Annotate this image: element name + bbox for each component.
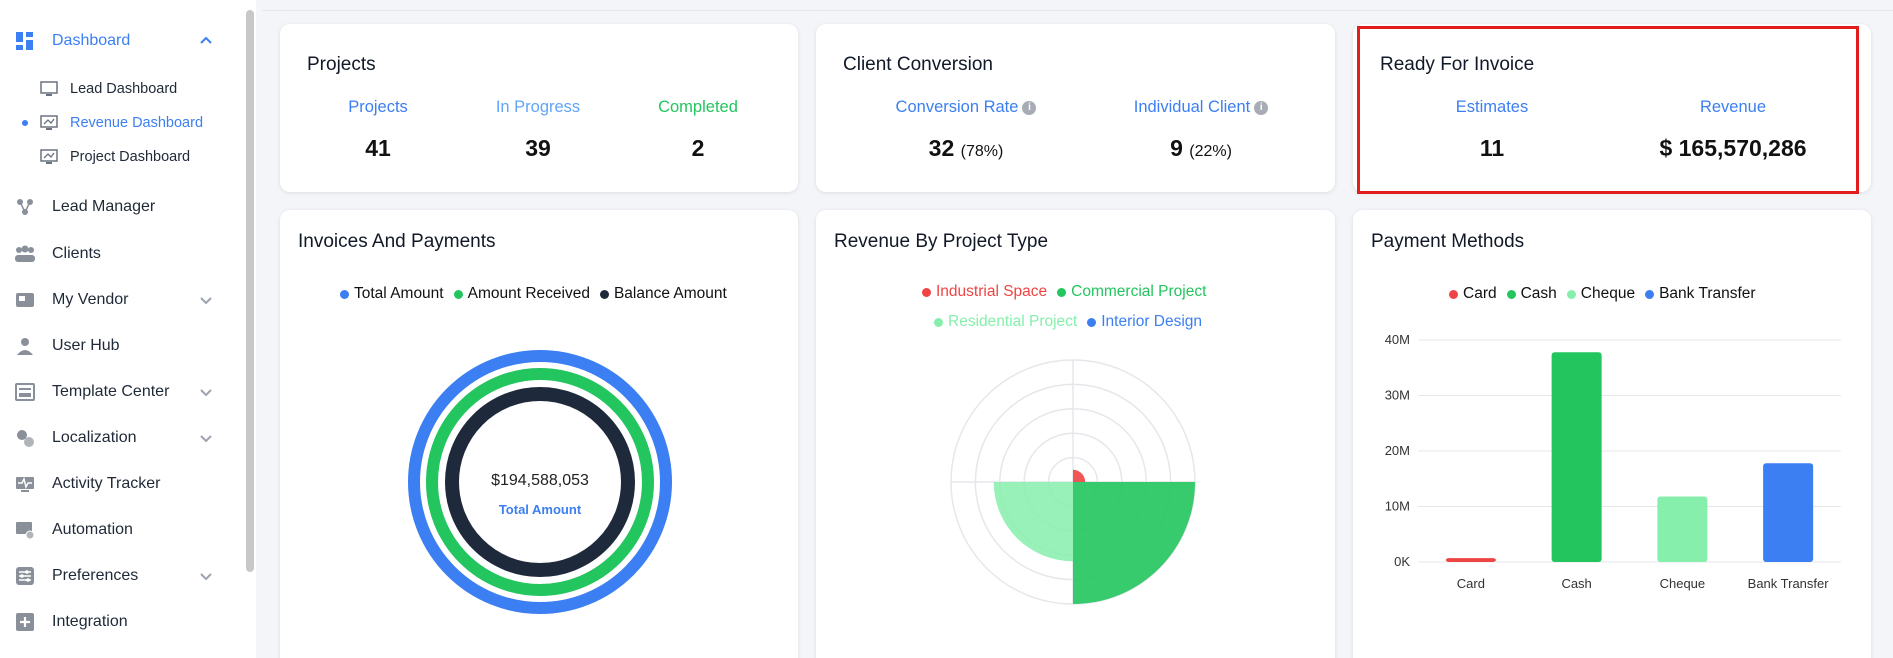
x-tick-label: Cash bbox=[1561, 576, 1591, 591]
bar-cheque[interactable] bbox=[1657, 497, 1707, 562]
info-icon[interactable]: i bbox=[1254, 101, 1268, 115]
sidebar-label: Preferences bbox=[52, 567, 138, 585]
stat-label-in-progress: In Progress bbox=[458, 98, 618, 117]
sidebar-item-dashboard[interactable]: Dashboard bbox=[14, 27, 214, 55]
donut-center-value: $194,588,053 bbox=[440, 472, 640, 490]
sidebar-item-preferences[interactable]: Preferences bbox=[14, 562, 214, 590]
polar-segment-commercial-project[interactable] bbox=[1073, 482, 1195, 604]
card-title: Projects bbox=[307, 54, 376, 76]
localization-icon bbox=[14, 427, 36, 449]
vendor-icon bbox=[14, 289, 36, 311]
y-tick-label: 10M bbox=[1385, 499, 1410, 514]
sidebar-label: Clients bbox=[52, 245, 101, 263]
polar-segment-industrial-space[interactable] bbox=[1073, 470, 1085, 482]
card-title: Client Conversion bbox=[843, 54, 993, 76]
stat-label-estimates: Estimates bbox=[1412, 98, 1572, 117]
y-tick-label: 0K bbox=[1394, 554, 1410, 569]
stat-value-completed: 2 bbox=[598, 135, 798, 162]
chevron-down-icon[interactable] bbox=[198, 430, 214, 446]
polar-segment-residential-project[interactable] bbox=[994, 482, 1073, 561]
sidebar-label: My Vendor bbox=[52, 291, 128, 309]
dashboard-icon bbox=[14, 30, 36, 52]
activity-icon bbox=[14, 473, 36, 495]
bar-chart: 0K 10M 20M 30M 40M Card Cash Cheque Bank Transfe… bbox=[1353, 210, 1871, 658]
stat-label-projects: Projects bbox=[298, 98, 458, 117]
bar-card[interactable] bbox=[1446, 558, 1496, 562]
user-icon bbox=[14, 335, 36, 357]
revenue-by-project-type-card: Revenue By Project Type Industrial Space… bbox=[816, 210, 1335, 658]
y-tick-label: 30M bbox=[1385, 388, 1410, 403]
stat-value-individual-client: 9 (22%) bbox=[1101, 135, 1301, 162]
monitor-icon bbox=[40, 81, 58, 97]
sidebar-sub-label: Project Dashboard bbox=[70, 149, 190, 165]
stat-value-revenue: $ 165,570,286 bbox=[1633, 135, 1833, 162]
polar-area-chart bbox=[816, 210, 1335, 658]
chevron-down-icon[interactable] bbox=[198, 568, 214, 584]
sidebar-sub-lead-dashboard[interactable]: Lead Dashboard bbox=[40, 78, 177, 100]
bar-bank-transfer[interactable] bbox=[1763, 463, 1813, 562]
sidebar-sub-revenue-dashboard[interactable]: Revenue Dashboard bbox=[40, 112, 203, 134]
network-icon bbox=[14, 196, 36, 218]
stat-value-conversion-rate: 32 (78%) bbox=[866, 135, 1066, 162]
info-icon[interactable]: i bbox=[1022, 101, 1036, 115]
payment-methods-card: Payment Methods Card Cash Cheque Bank Tr… bbox=[1353, 210, 1871, 658]
donut-chart bbox=[280, 210, 798, 658]
sidebar-item-clients[interactable]: Clients bbox=[14, 240, 214, 268]
sidebar-sub-label: Lead Dashboard bbox=[70, 81, 177, 97]
sidebar-item-localization[interactable]: Localization bbox=[14, 424, 214, 452]
sidebar-item-my-vendor[interactable]: My Vendor bbox=[14, 286, 214, 314]
bar-cash[interactable] bbox=[1552, 352, 1602, 562]
chevron-down-icon[interactable] bbox=[198, 292, 214, 308]
sidebar-item-user-hub[interactable]: User Hub bbox=[14, 332, 214, 360]
invoices-payments-card: Invoices And Payments Total Amount Amoun… bbox=[280, 210, 798, 658]
x-tick-label: Bank Transfer bbox=[1748, 576, 1830, 591]
users-icon bbox=[14, 243, 36, 265]
sidebar-sub-label: Revenue Dashboard bbox=[70, 115, 203, 131]
sidebar-label: User Hub bbox=[52, 337, 120, 355]
y-tick-label: 40M bbox=[1385, 332, 1410, 347]
chevron-up-icon[interactable] bbox=[198, 33, 214, 49]
header-divider bbox=[262, 10, 1893, 11]
template-icon bbox=[14, 381, 36, 403]
sidebar-item-template-center[interactable]: Template Center bbox=[14, 378, 214, 406]
monitor-chart-icon bbox=[40, 149, 58, 165]
card-title: Ready For Invoice bbox=[1380, 54, 1534, 76]
stat-value-estimates: 11 bbox=[1392, 135, 1592, 162]
sidebar-label: Automation bbox=[52, 521, 133, 539]
sidebar-label: Template Center bbox=[52, 383, 169, 401]
sidebar-label: Lead Manager bbox=[52, 198, 155, 216]
donut-center-label: Total Amount bbox=[440, 502, 640, 517]
client-conversion-card: Client Conversion Conversion Rate i Indiv… bbox=[816, 24, 1335, 192]
sidebar-item-lead-manager[interactable]: Lead Manager bbox=[14, 193, 214, 221]
y-tick-label: 20M bbox=[1385, 443, 1410, 458]
sidebar-sub-project-dashboard[interactable]: Project Dashboard bbox=[40, 146, 190, 168]
stat-label-revenue: Revenue bbox=[1653, 98, 1813, 117]
monitor-chart-icon bbox=[40, 115, 58, 131]
sidebar-label: Localization bbox=[52, 429, 137, 447]
sidebar-scrollbar[interactable] bbox=[246, 10, 254, 572]
active-dot bbox=[22, 120, 28, 126]
projects-card: Projects Projects In Progress Completed … bbox=[280, 24, 798, 192]
stat-label-completed: Completed bbox=[618, 98, 778, 117]
sidebar-item-automation[interactable]: Automation bbox=[14, 516, 214, 544]
ready-for-invoice-card: Ready For Invoice Estimates Revenue 11 $… bbox=[1353, 24, 1871, 192]
automation-icon bbox=[14, 519, 36, 541]
sidebar: Dashboard Lead Dashboard Revenue Dashboa… bbox=[0, 0, 256, 658]
stat-label-conversion-rate: Conversion Rate i bbox=[856, 98, 1076, 117]
sliders-icon bbox=[14, 565, 36, 587]
sidebar-item-integration[interactable]: Integration bbox=[14, 608, 214, 636]
chevron-down-icon[interactable] bbox=[198, 384, 214, 400]
sidebar-item-activity-tracker[interactable]: Activity Tracker bbox=[14, 470, 214, 498]
plus-square-icon bbox=[14, 611, 36, 633]
sidebar-label: Activity Tracker bbox=[52, 475, 160, 493]
x-tick-label: Cheque bbox=[1660, 576, 1706, 591]
sidebar-label: Integration bbox=[52, 613, 128, 631]
stat-label-individual-client: Individual Client i bbox=[1091, 98, 1311, 117]
x-tick-label: Card bbox=[1457, 576, 1485, 591]
sidebar-label-dashboard: Dashboard bbox=[52, 32, 130, 50]
